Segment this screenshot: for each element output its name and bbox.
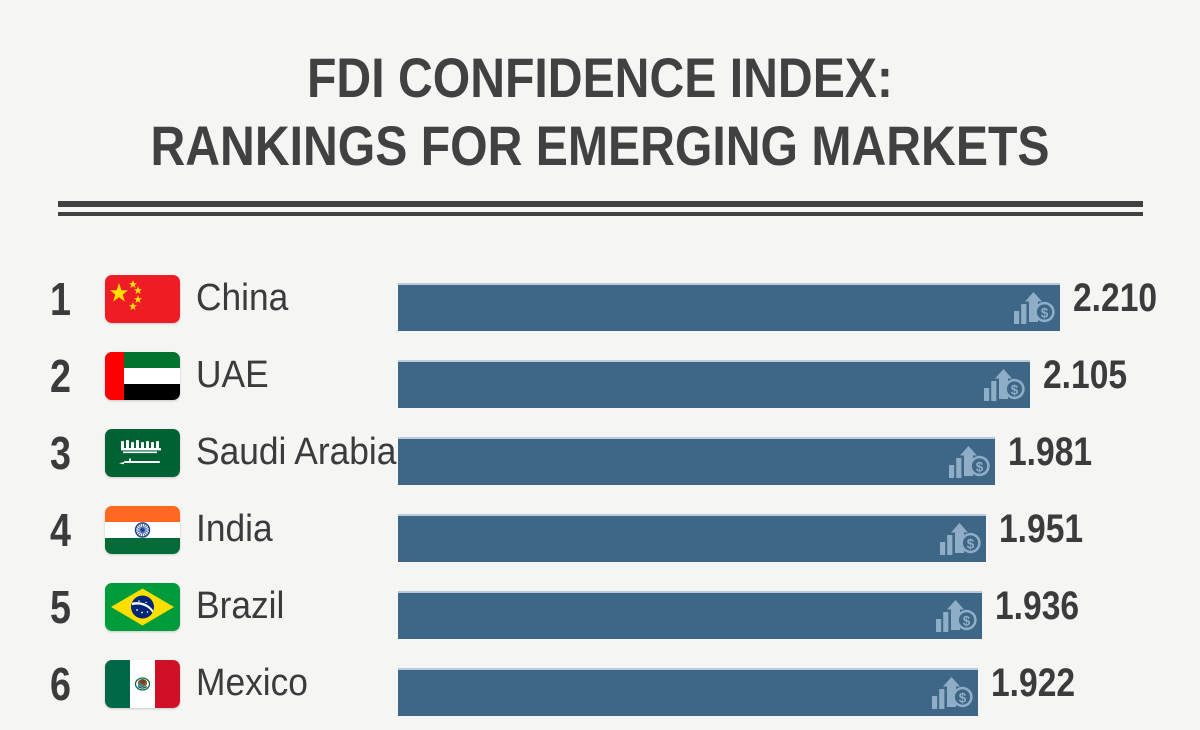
ranking-row: 2 UAE $ 2.105 xyxy=(0,345,1200,422)
country-name: India xyxy=(196,508,273,550)
value-bar: $ xyxy=(398,591,982,639)
rank-number: 1 xyxy=(50,273,71,325)
divider-rule-thick xyxy=(57,201,1143,207)
value-label: 1.922 xyxy=(991,661,1076,705)
sa-flag-icon xyxy=(105,429,180,477)
value-label: 1.981 xyxy=(1008,430,1093,474)
in-flag-icon xyxy=(105,506,180,554)
rank-number: 4 xyxy=(50,504,71,556)
title-divider xyxy=(57,201,1143,216)
growth-dollar-icon: $ xyxy=(1014,289,1056,327)
value-bar: $ xyxy=(398,360,1030,408)
growth-dollar-icon: $ xyxy=(936,597,978,635)
ranking-row: 4 India xyxy=(0,499,1200,576)
svg-text:$: $ xyxy=(967,537,975,552)
ranking-row: 6 Mexico $ 1.922 xyxy=(0,653,1200,730)
svg-text:$: $ xyxy=(963,614,971,629)
country-name: Mexico xyxy=(196,662,308,704)
growth-dollar-icon: $ xyxy=(949,443,991,481)
value-bar: $ xyxy=(398,283,1060,331)
growth-dollar-icon: $ xyxy=(940,520,982,558)
br-flag-icon xyxy=(105,583,180,631)
mx-flag-icon xyxy=(105,660,180,708)
rank-number: 3 xyxy=(50,427,71,479)
rank-number: 6 xyxy=(50,658,71,710)
country-name: Brazil xyxy=(196,585,285,627)
ae-flag-icon xyxy=(105,352,180,400)
page-title-line-2: RANKINGS FOR EMERGING MARKETS xyxy=(150,114,1050,177)
rank-number: 5 xyxy=(50,581,71,633)
value-label: 1.936 xyxy=(995,584,1080,628)
ranking-list: 1 China $ 2.210 2 UAE xyxy=(0,268,1200,730)
value-bar: $ xyxy=(398,668,978,716)
title-block: FDI CONFIDENCE INDEX: RANKINGS FOR EMERG… xyxy=(0,0,1200,216)
svg-text:$: $ xyxy=(1011,383,1019,398)
country-name: China xyxy=(196,277,289,319)
value-bar: $ xyxy=(398,437,995,485)
svg-text:$: $ xyxy=(976,460,984,475)
cn-flag-icon xyxy=(105,275,180,323)
ranking-row: 5 Brazil $ 1.936 xyxy=(0,576,1200,653)
value-bar: $ xyxy=(398,514,986,562)
svg-text:$: $ xyxy=(1041,306,1049,321)
svg-text:$: $ xyxy=(959,691,967,706)
country-name: Saudi Arabia xyxy=(196,431,397,473)
page-title-line-1: FDI CONFIDENCE INDEX: xyxy=(307,46,893,109)
ranking-row: 1 China $ 2.210 xyxy=(0,268,1200,345)
value-label: 2.210 xyxy=(1073,276,1158,320)
growth-dollar-icon: $ xyxy=(984,366,1026,404)
country-name: UAE xyxy=(196,354,269,396)
value-label: 2.105 xyxy=(1043,353,1128,397)
value-label: 1.951 xyxy=(999,507,1084,551)
growth-dollar-icon: $ xyxy=(932,674,974,712)
divider-rule-thin xyxy=(57,212,1143,216)
rank-number: 2 xyxy=(50,350,71,402)
ranking-row: 3 Saudi Arabia $ 1. xyxy=(0,422,1200,499)
